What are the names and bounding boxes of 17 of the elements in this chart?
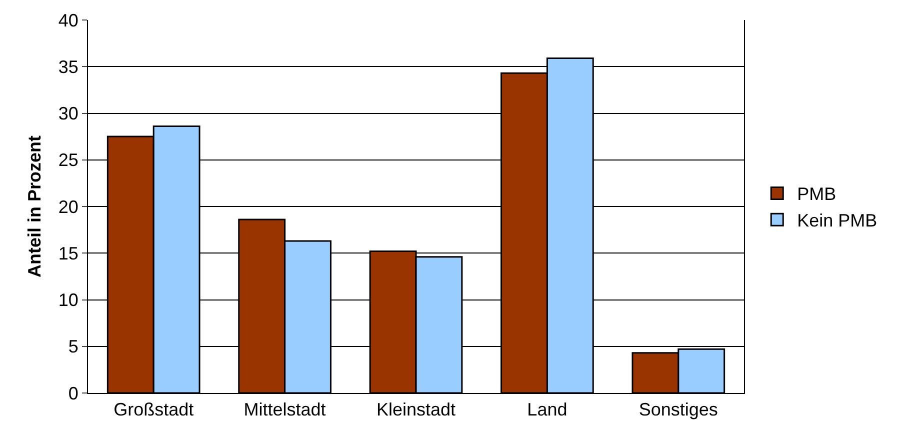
y-tick-label: 20	[58, 196, 78, 217]
legend-label: PMB	[797, 184, 836, 204]
legend-label: Kein PMB	[797, 210, 878, 231]
x-tick-label: Land	[527, 400, 568, 420]
y-tick-label: 0	[68, 383, 78, 404]
x-tick-label: Großstadt	[114, 400, 194, 420]
y-tick-label: 15	[58, 243, 78, 264]
y-tick-label: 25	[58, 150, 78, 170]
y-axis-title: Anteil in Prozent	[24, 135, 45, 278]
y-tick-label: 40	[58, 10, 78, 30]
y-tick-label: 30	[58, 104, 78, 124]
x-tick-label: Mittelstadt	[244, 400, 326, 420]
x-tick-label: Kleinstadt	[376, 400, 456, 420]
y-tick-label: 10	[58, 290, 78, 310]
y-tick-label: 35	[58, 56, 78, 77]
y-tick-label: 5	[68, 336, 78, 357]
x-tick-label: Sonstiges	[638, 400, 718, 420]
